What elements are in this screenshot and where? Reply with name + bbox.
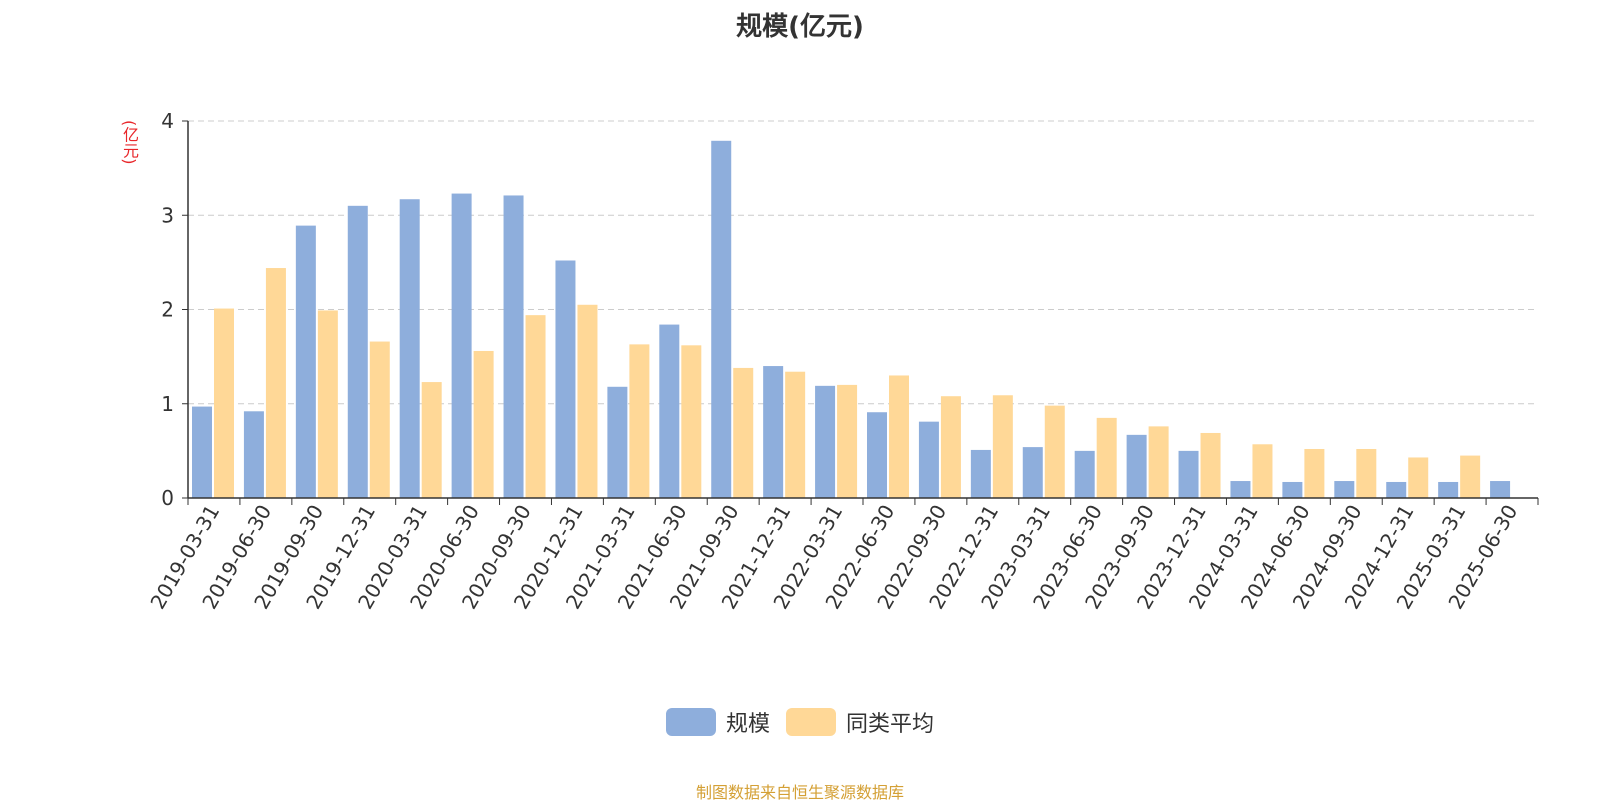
legend: 规模 同类平均: [0, 706, 1600, 738]
bar-peer-average[interactable]: [1304, 448, 1325, 498]
y-axis-unit-label: (亿元): [120, 120, 139, 165]
bar-scale[interactable]: [659, 324, 680, 498]
bar-peer-average[interactable]: [369, 341, 390, 498]
y-tick-labels: 0 1 2 3 4: [161, 109, 174, 510]
bar-peer-average[interactable]: [421, 382, 442, 498]
bar-peer-average[interactable]: [317, 310, 338, 498]
bar-scale[interactable]: [815, 385, 836, 498]
bar-scale[interactable]: [192, 406, 212, 498]
bar-scale[interactable]: [607, 386, 628, 498]
legend-item-scale[interactable]: 规模: [665, 706, 770, 738]
bars: [192, 140, 1511, 499]
bar-scale[interactable]: [1490, 481, 1511, 498]
bar-peer-average[interactable]: [265, 268, 286, 498]
bar-scale[interactable]: [918, 421, 939, 498]
bar-peer-average[interactable]: [940, 396, 961, 498]
y-tick-label: 2: [161, 298, 174, 322]
bar-scale[interactable]: [399, 199, 420, 499]
legend-label-scale: 规模: [725, 712, 770, 737]
bar-peer-average[interactable]: [1252, 444, 1273, 498]
bar-peer-average[interactable]: [1044, 405, 1065, 498]
x-tick-labels: 2019-03-312019-06-302019-09-302019-12-31…: [145, 500, 1522, 613]
bar-peer-average[interactable]: [733, 367, 754, 498]
legend-item-peer-average[interactable]: 同类平均: [786, 706, 934, 738]
y-tick-label: 0: [161, 486, 174, 510]
legend-swatch-peer-average: [786, 708, 836, 736]
bar-scale[interactable]: [451, 193, 472, 498]
bar-scale[interactable]: [711, 140, 732, 499]
bar-scale[interactable]: [867, 412, 887, 498]
bar-peer-average[interactable]: [837, 384, 858, 498]
y-tick-label: 1: [161, 392, 174, 416]
grid-lines: [188, 120, 1538, 405]
bar-scale[interactable]: [347, 205, 368, 498]
bar-scale[interactable]: [1438, 481, 1459, 498]
bar-scale[interactable]: [1386, 481, 1407, 498]
data-source-note: 制图数据来自恒生聚源数据库: [695, 783, 904, 802]
bar-peer-average[interactable]: [473, 350, 494, 498]
bar-peer-average[interactable]: [214, 308, 234, 498]
bar-peer-average[interactable]: [629, 344, 650, 498]
bar-scale[interactable]: [1074, 450, 1095, 498]
bar-peer-average[interactable]: [1096, 417, 1117, 498]
bar-scale[interactable]: [295, 225, 316, 498]
bar-scale[interactable]: [1282, 481, 1303, 498]
bar-scale[interactable]: [503, 195, 524, 498]
bar-peer-average[interactable]: [889, 375, 909, 498]
axes: [182, 120, 1539, 505]
bar-scale[interactable]: [763, 366, 784, 498]
bar-peer-average[interactable]: [577, 304, 598, 498]
bar-scale[interactable]: [1178, 450, 1199, 498]
bar-scale[interactable]: [243, 411, 264, 498]
bar-peer-average[interactable]: [681, 345, 702, 498]
y-tick-label: 3: [161, 203, 174, 227]
bar-scale[interactable]: [970, 449, 991, 498]
bar-scale[interactable]: [1230, 481, 1251, 498]
bar-peer-average[interactable]: [992, 395, 1013, 498]
chart-title: 规模(亿元): [736, 12, 864, 42]
bar-peer-average[interactable]: [785, 371, 806, 498]
bar-peer-average[interactable]: [1148, 426, 1169, 498]
bar-peer-average[interactable]: [1200, 432, 1221, 498]
bar-scale[interactable]: [1126, 434, 1147, 498]
bar-scale[interactable]: [1022, 447, 1043, 498]
bar-peer-average[interactable]: [1356, 448, 1377, 498]
bar-peer-average[interactable]: [1460, 455, 1481, 498]
y-tick-label: 4: [161, 109, 174, 133]
legend-label-peer-average: 同类平均: [846, 712, 935, 737]
bar-peer-average[interactable]: [525, 315, 546, 498]
legend-swatch-scale: [665, 708, 716, 736]
bar-peer-average[interactable]: [1408, 457, 1429, 498]
bar-scale[interactable]: [1334, 481, 1355, 498]
bar-scale[interactable]: [555, 260, 576, 498]
